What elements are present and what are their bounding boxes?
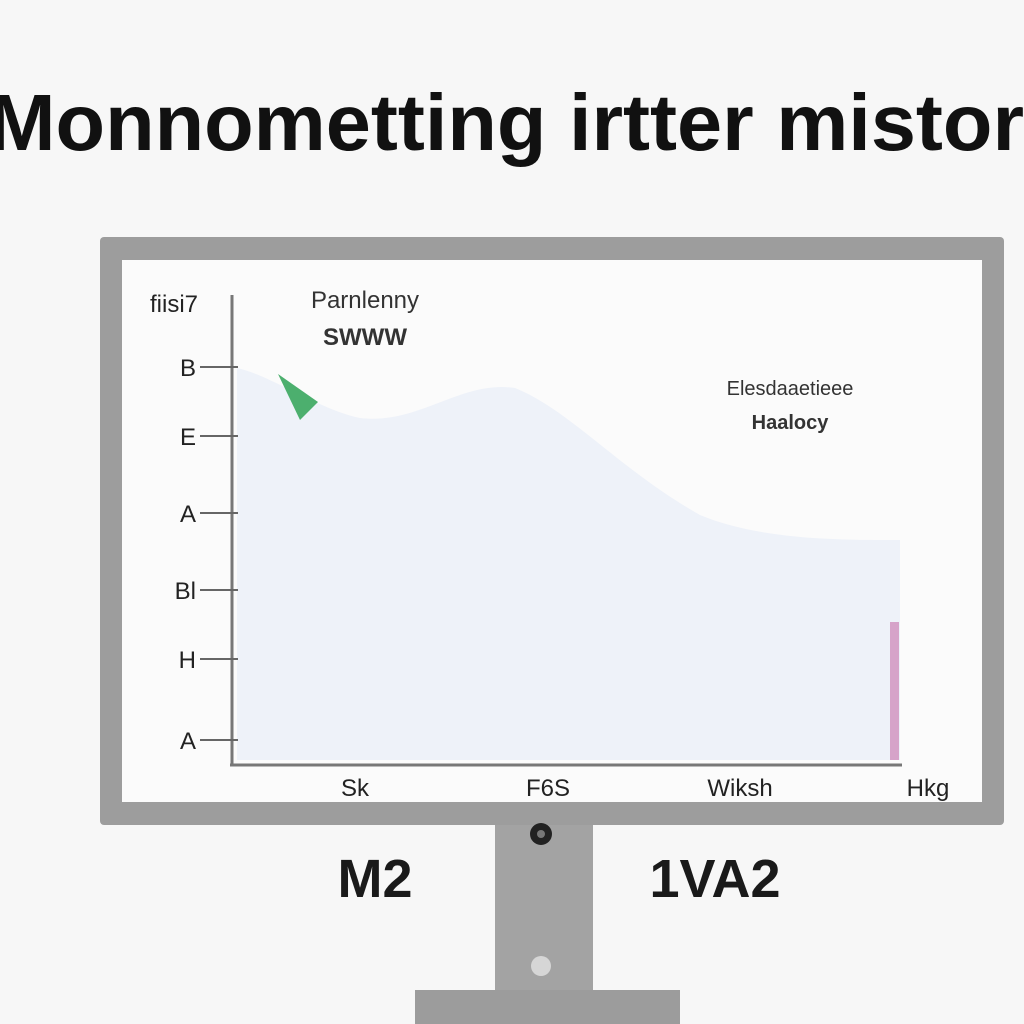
stand-label: M2 [337, 849, 412, 909]
corner-label: fiisi7 [150, 291, 198, 318]
side-bar [890, 622, 899, 760]
stand-label: 1VA2 [649, 849, 780, 909]
y-tick-label: A [180, 501, 196, 528]
y-ticks: B E A Bl H A [175, 355, 238, 755]
page-title: Monnometting irtter mistor [0, 78, 1024, 167]
webcam-lens [537, 830, 545, 838]
green-marker [278, 374, 318, 420]
chart-title: Parnlenny [311, 287, 419, 314]
x-tick-label: F6S [526, 775, 570, 802]
x-ticks: Sk F6S Wiksh Hkg [341, 775, 949, 802]
y-tick-label: H [179, 647, 196, 674]
y-tick-label: A [180, 728, 196, 755]
monitor-base [415, 990, 680, 1024]
legend-line: Elesdaaetieee [727, 378, 854, 400]
legend-line: Haalocy [752, 412, 830, 434]
y-tick-label: B [180, 355, 196, 382]
y-tick-label: Bl [175, 578, 196, 605]
stand-icon [531, 956, 551, 976]
chart-subtitle: SWWW [323, 324, 407, 351]
x-tick-label: Wiksh [707, 775, 772, 802]
x-tick-label: Hkg [907, 775, 950, 802]
y-tick-label: E [180, 424, 196, 451]
x-tick-label: Sk [341, 775, 370, 802]
area-shape [237, 368, 900, 760]
